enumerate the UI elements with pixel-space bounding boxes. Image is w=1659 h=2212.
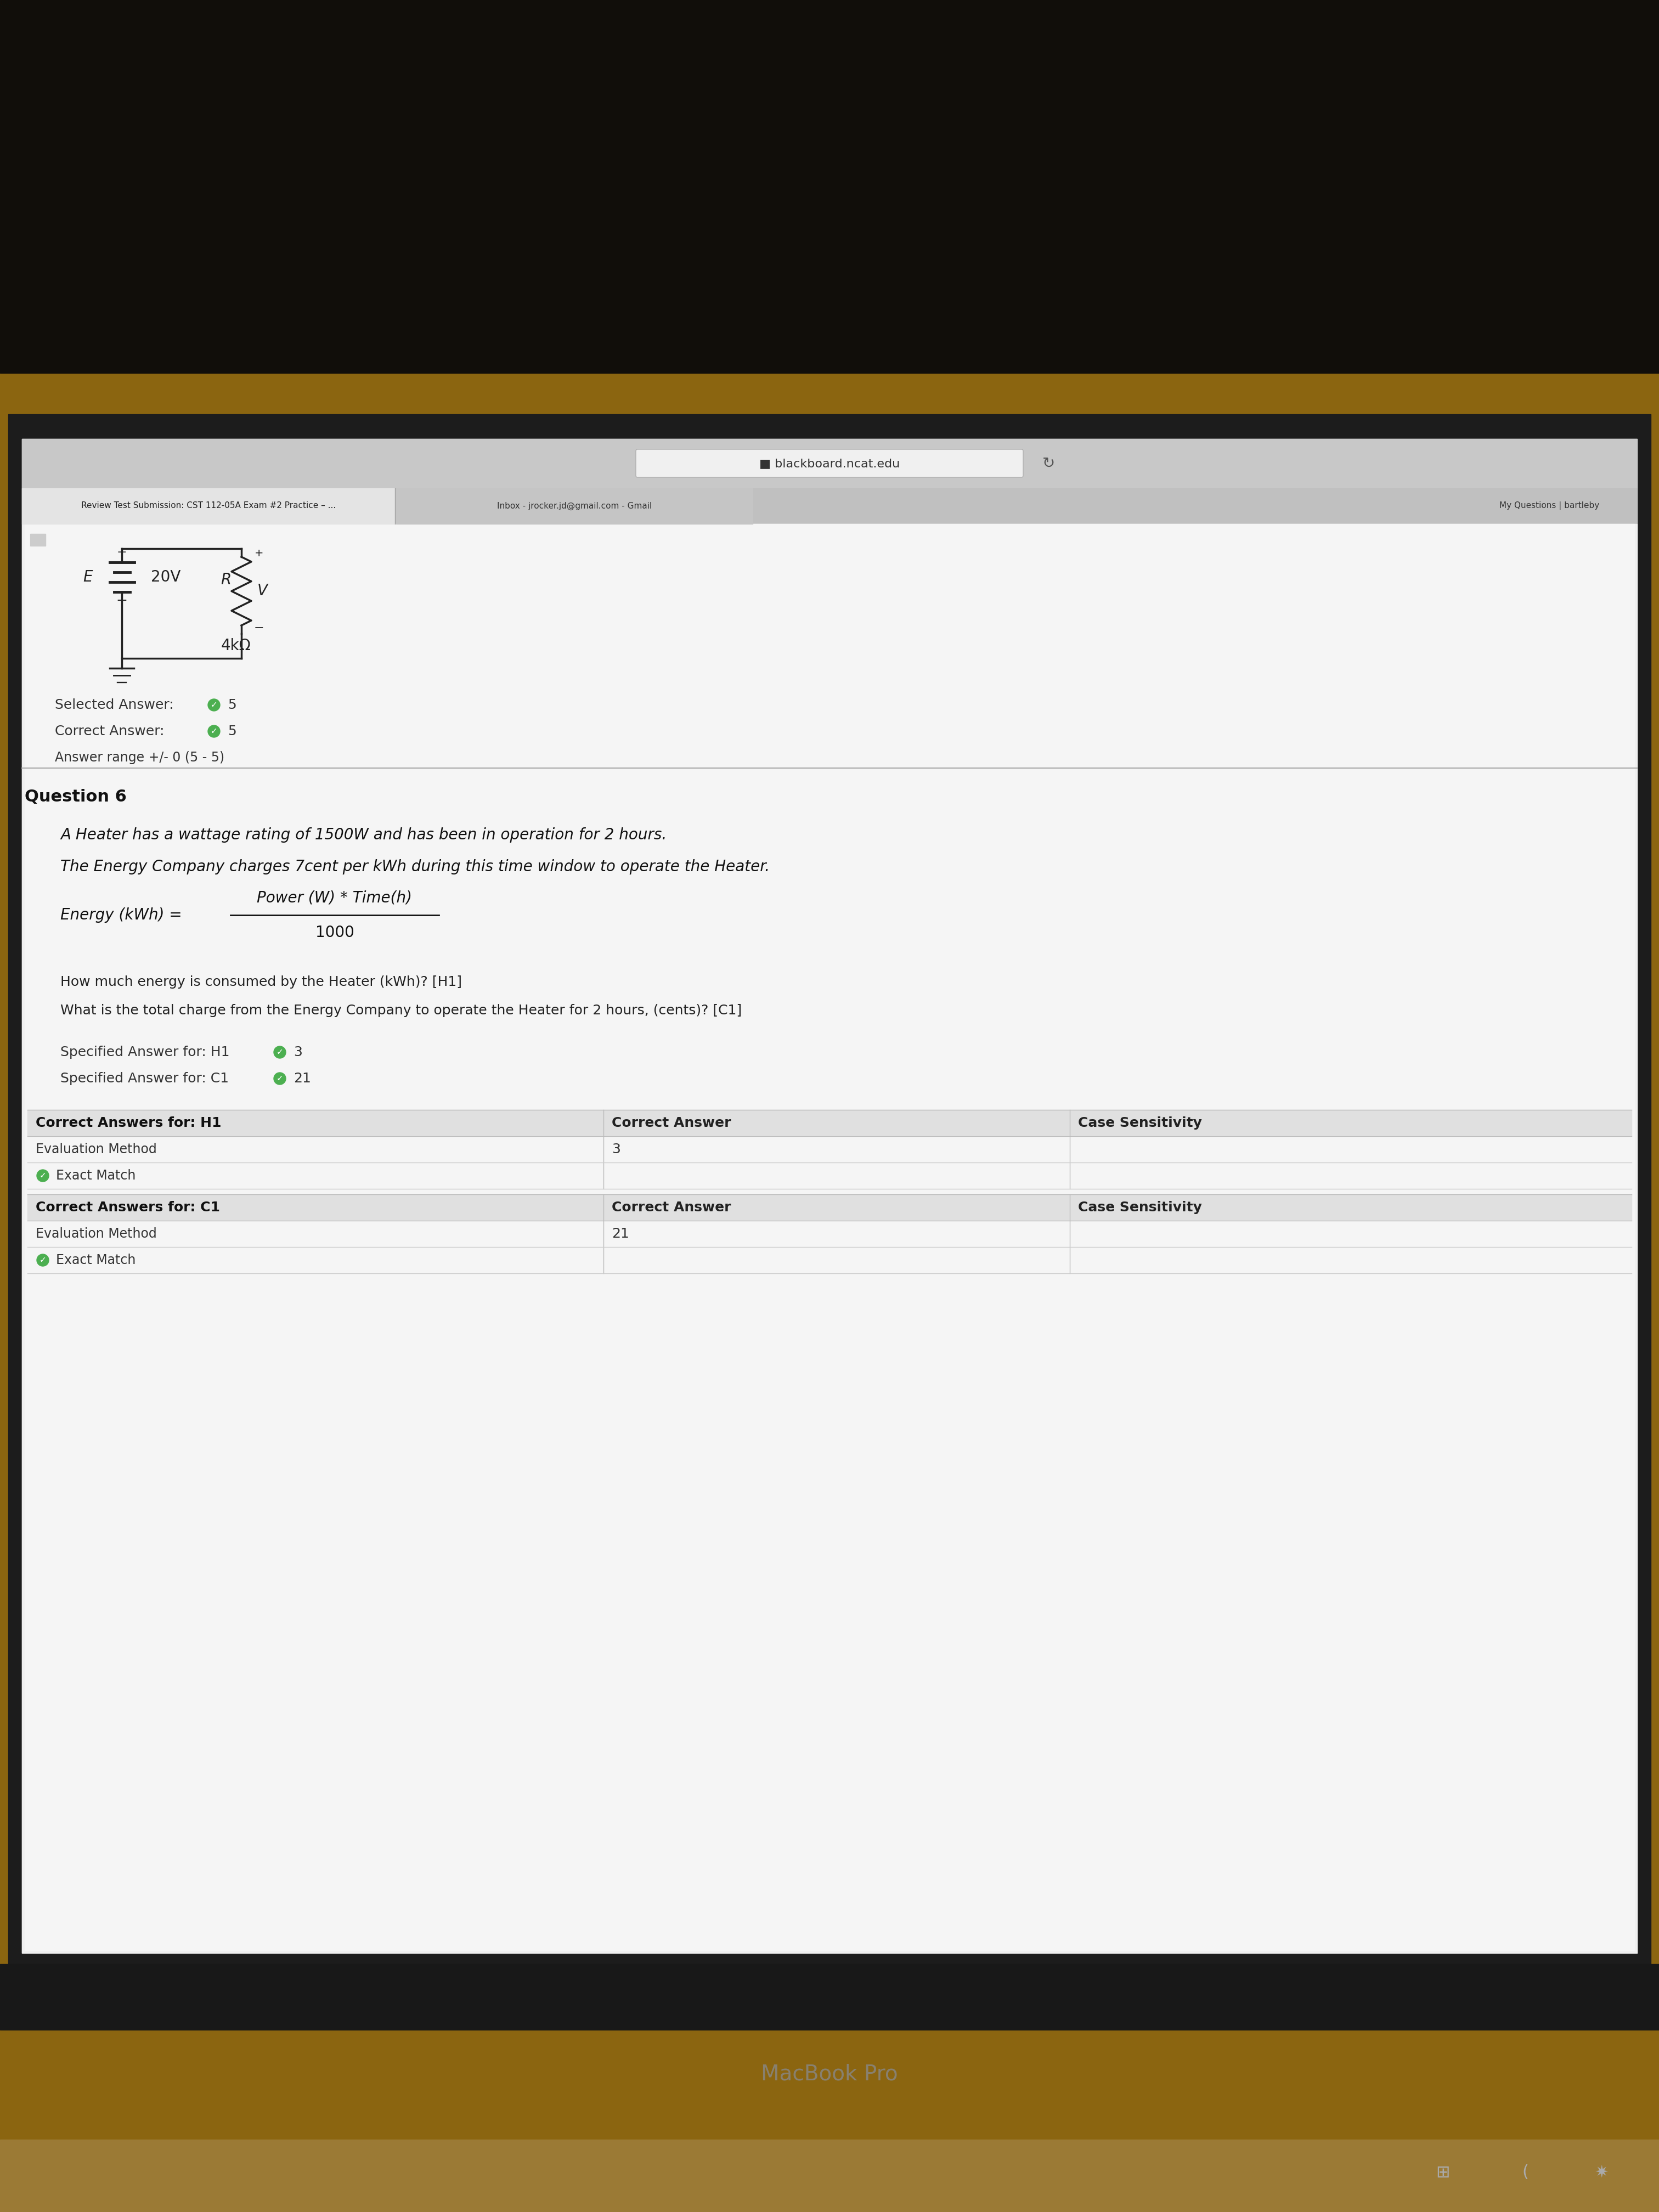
Text: Case Sensitivity: Case Sensitivity — [1078, 1117, 1201, 1130]
Bar — [22, 438, 1637, 489]
Text: 1000: 1000 — [315, 925, 353, 940]
Circle shape — [207, 726, 221, 737]
Text: R: R — [221, 573, 231, 588]
Text: Selected Answer:: Selected Answer: — [55, 699, 174, 712]
Text: MacBook Pro: MacBook Pro — [761, 2064, 898, 2084]
Bar — [28, 1248, 1631, 1274]
Bar — [0, 2139, 1659, 2212]
Text: My Questions | bartleby: My Questions | bartleby — [1500, 502, 1599, 511]
Text: ✓: ✓ — [277, 1075, 284, 1082]
Text: ✓: ✓ — [40, 1172, 46, 1179]
Bar — [22, 438, 1637, 1953]
Bar — [397, 489, 753, 524]
Text: Specified Answer for: H1: Specified Answer for: H1 — [60, 1046, 229, 1060]
Text: Energy (kWh) =: Energy (kWh) = — [60, 907, 182, 922]
Text: V: V — [257, 584, 267, 599]
Text: ✓: ✓ — [277, 1048, 284, 1057]
FancyBboxPatch shape — [635, 449, 1024, 478]
Text: Exact Match: Exact Match — [56, 1170, 136, 1181]
Circle shape — [36, 1170, 48, 1181]
Text: −: − — [116, 595, 128, 608]
Bar — [30, 533, 45, 546]
Text: Evaluation Method: Evaluation Method — [35, 1228, 156, 1241]
Circle shape — [207, 699, 221, 710]
Circle shape — [274, 1073, 285, 1084]
Text: ✷: ✷ — [1594, 2166, 1609, 2181]
Text: Power (W) * Time(h): Power (W) * Time(h) — [257, 889, 413, 905]
Text: Correct Answer: Correct Answer — [612, 1117, 732, 1130]
Text: Inbox - jrocker.jd@gmail.com - Gmail: Inbox - jrocker.jd@gmail.com - Gmail — [498, 502, 652, 511]
Text: Correct Answers for: H1: Correct Answers for: H1 — [35, 1117, 221, 1130]
Text: A Heater has a wattage rating of 1500W and has been in operation for 2 hours.: A Heater has a wattage rating of 1500W a… — [60, 827, 667, 843]
Circle shape — [36, 1254, 48, 1265]
Bar — [22, 489, 1637, 524]
Text: 21: 21 — [294, 1073, 310, 1086]
Text: +: + — [116, 546, 126, 557]
Text: ■ blackboard.ncat.edu: ■ blackboard.ncat.edu — [760, 458, 899, 469]
Bar — [0, 1964, 1659, 2031]
Text: 3: 3 — [294, 1046, 302, 1060]
Text: ✓: ✓ — [211, 701, 217, 710]
Bar — [22, 524, 1637, 1953]
Text: The Energy Company charges 7cent per kWh during this time window to operate the : The Energy Company charges 7cent per kWh… — [60, 858, 770, 874]
Text: ✓: ✓ — [40, 1256, 46, 1265]
Text: 3: 3 — [612, 1144, 620, 1157]
Text: Evaluation Method: Evaluation Method — [35, 1144, 156, 1157]
Text: 20V: 20V — [151, 568, 181, 584]
Text: Specified Answer for: C1: Specified Answer for: C1 — [60, 1073, 229, 1086]
Text: 21: 21 — [612, 1228, 629, 1241]
Bar — [0, 0, 1659, 374]
Text: (: ( — [1521, 2166, 1528, 2181]
Bar — [22, 489, 395, 524]
Bar — [28, 1194, 1631, 1221]
Text: What is the total charge from the Energy Company to operate the Heater for 2 hou: What is the total charge from the Energy… — [60, 1004, 742, 1018]
Bar — [25, 524, 1634, 1951]
Bar — [28, 1221, 1631, 1248]
Text: ✓: ✓ — [211, 728, 217, 734]
Text: How much energy is consumed by the Heater (kWh)? [H1]: How much energy is consumed by the Heate… — [60, 975, 461, 989]
Bar — [28, 1164, 1631, 1188]
Text: +: + — [254, 549, 264, 557]
Circle shape — [274, 1046, 285, 1057]
Text: ⊞: ⊞ — [1435, 2166, 1450, 2181]
Text: 5: 5 — [227, 699, 236, 712]
Text: −: − — [254, 622, 264, 633]
Bar — [8, 414, 1651, 1978]
Text: Correct Answer:: Correct Answer: — [55, 726, 164, 739]
Text: Correct Answers for: C1: Correct Answers for: C1 — [35, 1201, 221, 1214]
Text: 4kΩ: 4kΩ — [221, 637, 251, 653]
Text: Exact Match: Exact Match — [56, 1254, 136, 1267]
Bar — [28, 1110, 1631, 1137]
Bar — [28, 1137, 1631, 1164]
Text: E: E — [83, 568, 93, 584]
Text: Answer range +/- 0 (5 - 5): Answer range +/- 0 (5 - 5) — [55, 752, 224, 763]
Text: 5: 5 — [227, 726, 236, 739]
Text: Question 6: Question 6 — [25, 790, 126, 805]
Text: Case Sensitivity: Case Sensitivity — [1078, 1201, 1201, 1214]
Text: ↻: ↻ — [1042, 456, 1055, 471]
Text: Correct Answer: Correct Answer — [612, 1201, 732, 1214]
Text: Review Test Submission: CST 112-05A Exam #2 Practice – ...: Review Test Submission: CST 112-05A Exam… — [81, 502, 335, 511]
